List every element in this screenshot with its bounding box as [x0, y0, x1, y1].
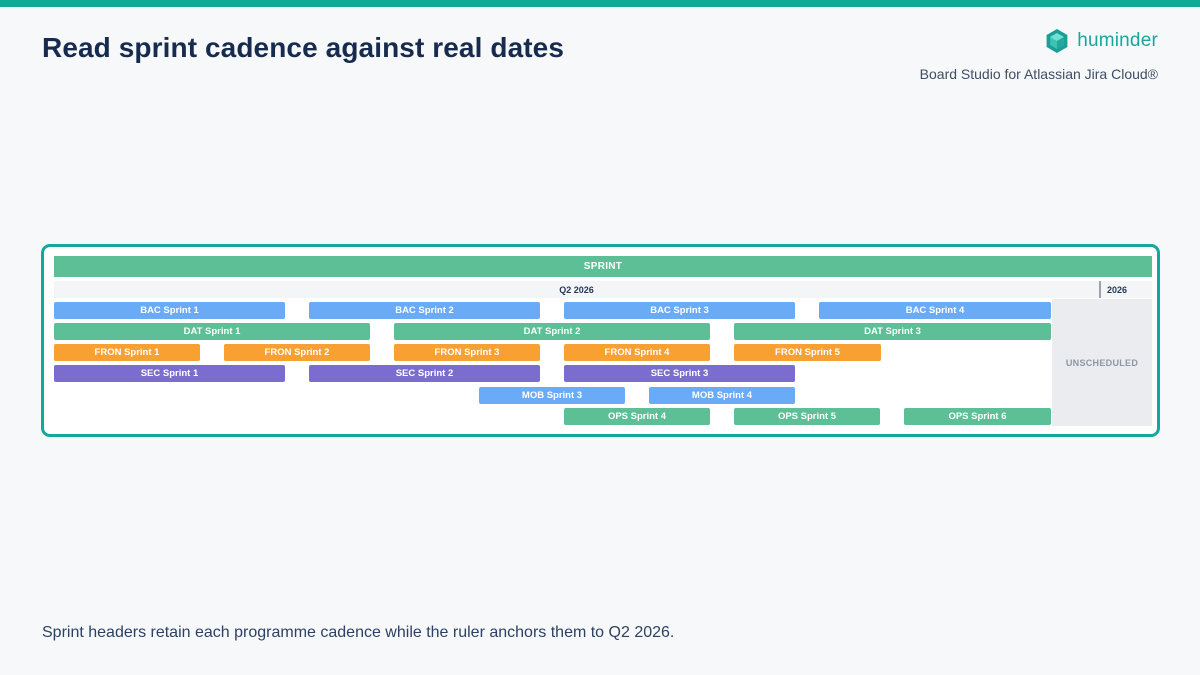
sprint-bar-fron-4[interactable]: FRON Sprint 4 — [564, 344, 710, 361]
sprint-bar-bac-2[interactable]: BAC Sprint 2 — [309, 302, 540, 319]
timeline-ruler-next: 2026 — [1099, 281, 1152, 298]
board-frame: SPRINT Q2 2026 2026 UNSCHEDULED BAC Spri… — [41, 244, 1160, 437]
footer-caption: Sprint headers retain each programme cad… — [42, 624, 675, 641]
sprint-header: SPRINT — [54, 256, 1152, 277]
sprint-bar-bac-1[interactable]: BAC Sprint 1 — [54, 302, 285, 319]
sprint-bar-sec-3[interactable]: SEC Sprint 3 — [564, 365, 795, 382]
sprint-bar-fron-2[interactable]: FRON Sprint 2 — [224, 344, 370, 361]
huminder-logo-icon — [1046, 29, 1068, 53]
sprint-bar-dat-2[interactable]: DAT Sprint 2 — [394, 323, 710, 340]
sprint-bar-ops-4[interactable]: OPS Sprint 4 — [564, 408, 710, 425]
sprint-bar-ops-5[interactable]: OPS Sprint 5 — [734, 408, 880, 425]
sprint-bar-sec-1[interactable]: SEC Sprint 1 — [54, 365, 285, 382]
sprint-bar-fron-1[interactable]: FRON Sprint 1 — [54, 344, 200, 361]
page-title: Read sprint cadence against real dates — [42, 32, 565, 63]
sprint-bar-ops-6[interactable]: OPS Sprint 6 — [904, 408, 1051, 425]
top-accent-bar — [0, 0, 1200, 7]
sprint-bar-sec-2[interactable]: SEC Sprint 2 — [309, 365, 540, 382]
sprint-bar-fron-3[interactable]: FRON Sprint 3 — [394, 344, 540, 361]
sprint-bar-mob-4[interactable]: MOB Sprint 4 — [649, 387, 795, 404]
brand: huminder — [1044, 28, 1158, 54]
brand-subtitle: Board Studio for Atlassian Jira Cloud® — [919, 66, 1158, 82]
timeline-ruler-quarter: Q2 2026 — [54, 281, 1099, 298]
sprint-bar-mob-3[interactable]: MOB Sprint 3 — [479, 387, 625, 404]
sprint-bar-bac-3[interactable]: BAC Sprint 3 — [564, 302, 795, 319]
sprint-bar-fron-5[interactable]: FRON Sprint 5 — [734, 344, 881, 361]
sprint-bar-dat-3[interactable]: DAT Sprint 3 — [734, 323, 1051, 340]
sprint-bar-bac-4[interactable]: BAC Sprint 4 — [819, 302, 1051, 319]
unscheduled-column: UNSCHEDULED — [1052, 299, 1152, 426]
sprint-bar-dat-1[interactable]: DAT Sprint 1 — [54, 323, 370, 340]
brand-name: huminder — [1077, 30, 1158, 51]
